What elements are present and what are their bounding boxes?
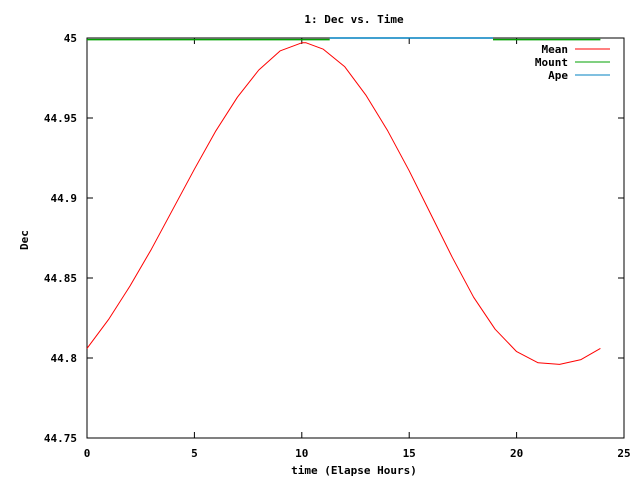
x-tick-label: 25 [617,447,630,460]
x-tick-label: 15 [403,447,416,460]
y-tick-label: 44.95 [44,112,77,125]
legend-label-ape: Ape [548,69,568,82]
y-tick-label: 44.9 [51,192,78,205]
series-layer [86,37,601,365]
x-axis-label: time (Elapse Hours) [291,464,417,477]
series-mean-line [86,42,601,365]
y-tick-label: 45 [64,32,77,45]
x-tick-label: 0 [84,447,91,460]
plot-frame [86,37,625,439]
x-tick-label: 20 [510,447,523,460]
legend-label-mount: Mount [535,56,568,69]
legend-label-mean: Mean [542,43,569,56]
x-tick-label: 10 [295,447,308,460]
y-tick-label: 44.85 [44,272,77,285]
y-tick-label: 44.8 [51,352,78,365]
axes-layer: 0 5 10 15 20 25 44.75 44.8 44.85 44.9 44.95 45 [44,32,631,460]
x-tick-label: 5 [191,447,198,460]
chart-title: 1: Dec vs. Time [304,13,404,26]
y-axis-label: Dec [18,230,31,250]
y-tick-label: 44.75 [44,432,77,445]
